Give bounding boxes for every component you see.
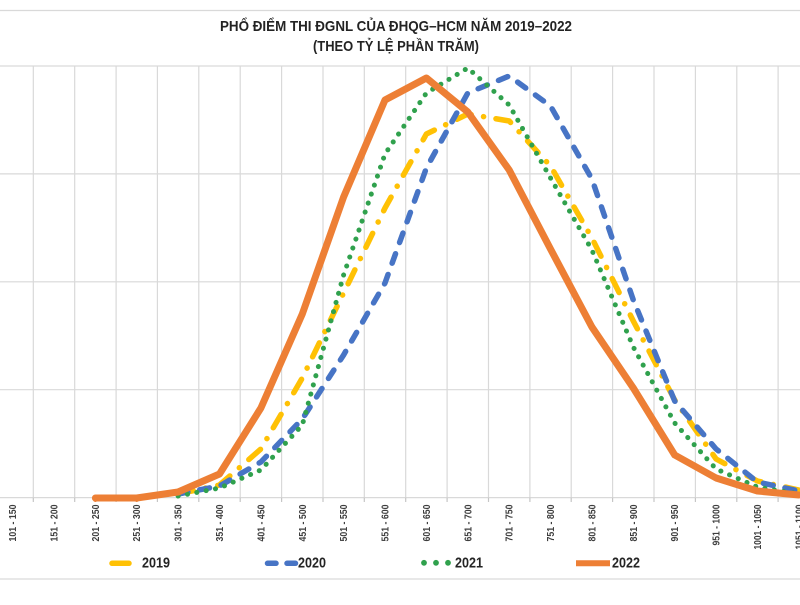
- svg-text:801 - 850: 801 - 850: [586, 504, 598, 541]
- svg-text:451 - 500: 451 - 500: [297, 504, 309, 541]
- svg-text:401 - 450: 401 - 450: [255, 504, 267, 541]
- svg-text:951 - 1000: 951 - 1000: [711, 504, 723, 545]
- svg-text:851 - 900: 851 - 900: [628, 504, 640, 541]
- svg-text:2021: 2021: [455, 556, 483, 572]
- svg-text:1001 - 1050: 1001 - 1050: [752, 504, 764, 549]
- svg-text:2020: 2020: [298, 556, 326, 572]
- svg-text:PHỔ ĐIỂM THI ĐGNL CỦA ĐHQG–HCM: PHỔ ĐIỂM THI ĐGNL CỦA ĐHQG–HCM NĂM 2019–…: [220, 17, 572, 35]
- svg-text:551 - 600: 551 - 600: [380, 504, 392, 541]
- svg-text:301 - 350: 301 - 350: [173, 504, 185, 541]
- svg-text:651 - 700: 651 - 700: [462, 504, 474, 541]
- svg-text:501 - 550: 501 - 550: [338, 504, 350, 541]
- svg-text:901 - 950: 901 - 950: [669, 504, 681, 541]
- svg-text:2019: 2019: [142, 556, 170, 572]
- svg-text:151 - 200: 151 - 200: [49, 504, 61, 541]
- svg-text:2022: 2022: [612, 556, 640, 572]
- svg-text:601 - 650: 601 - 650: [421, 504, 433, 541]
- svg-text:751 - 800: 751 - 800: [545, 504, 557, 541]
- svg-text:251 - 300: 251 - 300: [131, 504, 143, 541]
- svg-text:101 - 150: 101 - 150: [7, 504, 19, 541]
- svg-text:351 - 400: 351 - 400: [214, 504, 226, 541]
- svg-text:201 - 250: 201 - 250: [90, 504, 102, 541]
- svg-text:1051 - 1100: 1051 - 1100: [793, 504, 800, 549]
- svg-text:701 - 750: 701 - 750: [504, 504, 516, 541]
- svg-text:(THEO TỶ LỆ PHẦN TRĂM): (THEO TỶ LỆ PHẦN TRĂM): [313, 37, 479, 55]
